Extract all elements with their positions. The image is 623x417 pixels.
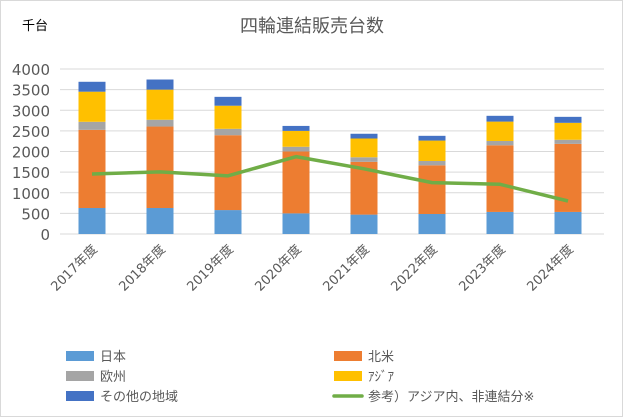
bar-segment [282, 125, 310, 131]
bar-segment [214, 128, 242, 136]
bar-segment [146, 208, 174, 234]
bar-segment [350, 157, 378, 162]
legend-swatch [334, 351, 362, 361]
y-tick-label: 1000 [12, 185, 50, 203]
bar-segment [554, 143, 582, 212]
y-tick-label: 2000 [12, 144, 50, 162]
x-tick-label: 2021年度 [320, 242, 373, 295]
unit-label: 千台 [22, 19, 48, 34]
line-series [91, 154, 569, 203]
bar-segment [214, 96, 242, 106]
bar-segment [418, 165, 446, 214]
bar-segment [214, 210, 242, 234]
bar-segment [486, 145, 514, 212]
legend-label: ｱｼﾞｱ [368, 370, 395, 385]
x-tick-label: 2024年度 [524, 242, 577, 295]
x-tick-label: 2017年度 [48, 242, 101, 295]
bar-segment [78, 129, 106, 209]
legend-label: その他の地域 [100, 390, 178, 405]
bar-segment [282, 213, 310, 234]
bar-segment [554, 116, 582, 123]
x-tick-label: 2018年度 [116, 242, 169, 295]
bar-segment [146, 79, 174, 90]
bar-segment [418, 213, 446, 234]
bar-segment [350, 214, 378, 234]
bar-segment [554, 139, 582, 144]
bar-segment [78, 121, 106, 130]
bar-segment [350, 138, 378, 158]
bar-segment [282, 146, 310, 152]
y-tick-label: 0 [40, 226, 50, 244]
bar-segment [78, 81, 106, 92]
legend-label: 欧州 [100, 370, 126, 385]
legend-swatch [66, 371, 94, 381]
bar-segment [146, 119, 174, 127]
bar-segment [78, 91, 106, 122]
legend-label: 参考）アジア内、非連結分※ [368, 389, 534, 405]
bar-segment [78, 208, 106, 234]
bar-segment [486, 115, 514, 122]
bar-segment [282, 151, 310, 214]
bar-segment [554, 211, 582, 234]
legend-swatch [334, 371, 362, 381]
x-tick-label: 2020年度 [252, 242, 305, 295]
y-tick-label: 3000 [12, 102, 50, 120]
bar-segment [554, 122, 582, 140]
legend-swatch [66, 391, 94, 401]
bar-segment [418, 160, 446, 166]
bar-segment [214, 105, 242, 129]
y-tick-label: 2500 [12, 123, 50, 141]
x-tick-label: 2019年度 [184, 242, 237, 295]
bar-segment [418, 140, 446, 161]
legend-label: 北米 [368, 350, 394, 365]
y-tick-label: 1500 [12, 164, 50, 182]
chart-title: 四輪連結販売台数 [240, 16, 384, 37]
bar-segment [146, 89, 174, 120]
bar-segment [282, 130, 310, 147]
x-tick-label: 2023年度 [456, 242, 509, 295]
y-tick-label: 500 [21, 205, 50, 223]
legend-swatch [66, 351, 94, 361]
legend-label: 日本 [100, 350, 126, 365]
bar-segment [486, 211, 514, 234]
bar-segment [418, 135, 446, 141]
y-tick-label: 4000 [12, 61, 50, 79]
x-tick-label: 2022年度 [388, 242, 441, 295]
y-tick-label: 3500 [12, 82, 50, 100]
bar-segment [486, 140, 514, 146]
bar-segment [350, 133, 378, 139]
bar-segment [486, 121, 514, 141]
bar-segment [146, 126, 174, 209]
